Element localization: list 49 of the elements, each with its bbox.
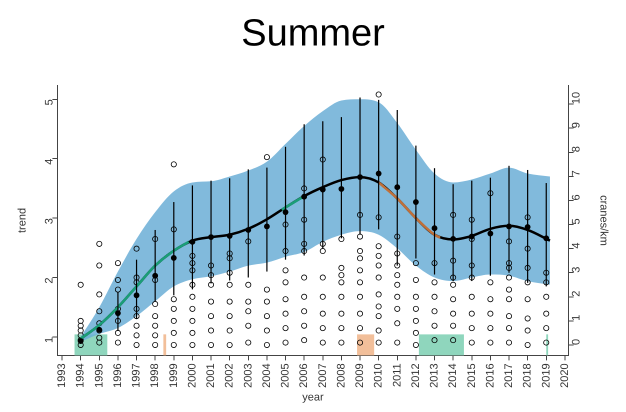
x-tick-label: 2003 [242, 363, 254, 388]
x-tick-label: 2020 [558, 363, 571, 388]
x-tick-label: 1997 [130, 363, 143, 388]
y2-tick-label: 0 [570, 338, 583, 345]
x-tick-label: 2019 [540, 363, 552, 388]
x-tick-label: 2007 [316, 363, 329, 388]
y-tick-label: 5 [43, 99, 56, 106]
y2-tick-label: 8 [570, 146, 583, 152]
x-tick-label: 1994 [74, 363, 87, 388]
y-tick-label: 3 [43, 218, 56, 224]
x-tick-label: 2008 [335, 363, 348, 388]
y2-tick-label: 4 [570, 242, 583, 249]
x-tick-label: 2010 [372, 363, 385, 388]
x-tick-label: 2018 [522, 363, 534, 388]
x-tick-label: 2014 [447, 363, 460, 388]
line-series [377, 181, 442, 239]
x-tick-label: 2016 [484, 363, 496, 388]
x-tick-label: 2001 [205, 363, 218, 388]
y2-tick-label: 7 [570, 170, 583, 176]
y-tick-label: 2 [43, 278, 56, 284]
x-tick-label: 2009 [354, 363, 366, 388]
chart-title: Summer [241, 12, 386, 54]
x-tick-label: 2012 [410, 363, 422, 388]
x-tick-label: 1996 [112, 363, 124, 388]
x-tick-label: 2011 [391, 363, 404, 387]
x-tick-label: 2004 [260, 363, 273, 388]
y-tick-label: 4 [43, 158, 56, 165]
x-tick-label: 1999 [168, 363, 180, 388]
x-tick-label: 1995 [93, 363, 106, 388]
x-tick-label: 2000 [186, 363, 198, 388]
y2-tick-label: 6 [570, 194, 583, 200]
x-tick-label: 2017 [503, 363, 516, 388]
y2-tick-label: 9 [570, 122, 583, 128]
y2-axis-title: cranes/km [597, 195, 610, 246]
x-tick-label: 1993 [56, 363, 68, 388]
x-tick-label: 2005 [280, 363, 292, 388]
y2-tick-label: 3 [570, 266, 583, 273]
x-tick-label: 1998 [149, 363, 162, 388]
y-axis-title: trend [16, 208, 29, 234]
y2-tick-label: 1 [570, 314, 583, 321]
y2-tick-label: 5 [570, 218, 583, 225]
x-tick-label: 2013 [428, 363, 441, 388]
x-tick-label: 2015 [466, 363, 478, 388]
y2-tick-label: 10 [570, 92, 583, 104]
y2-tick-label: 2 [570, 290, 583, 297]
y-tick-label: 1 [43, 336, 56, 344]
x-tick-label: 2002 [224, 363, 236, 388]
x-tick-label: 2006 [298, 363, 310, 388]
x-axis-title: year [302, 391, 324, 404]
